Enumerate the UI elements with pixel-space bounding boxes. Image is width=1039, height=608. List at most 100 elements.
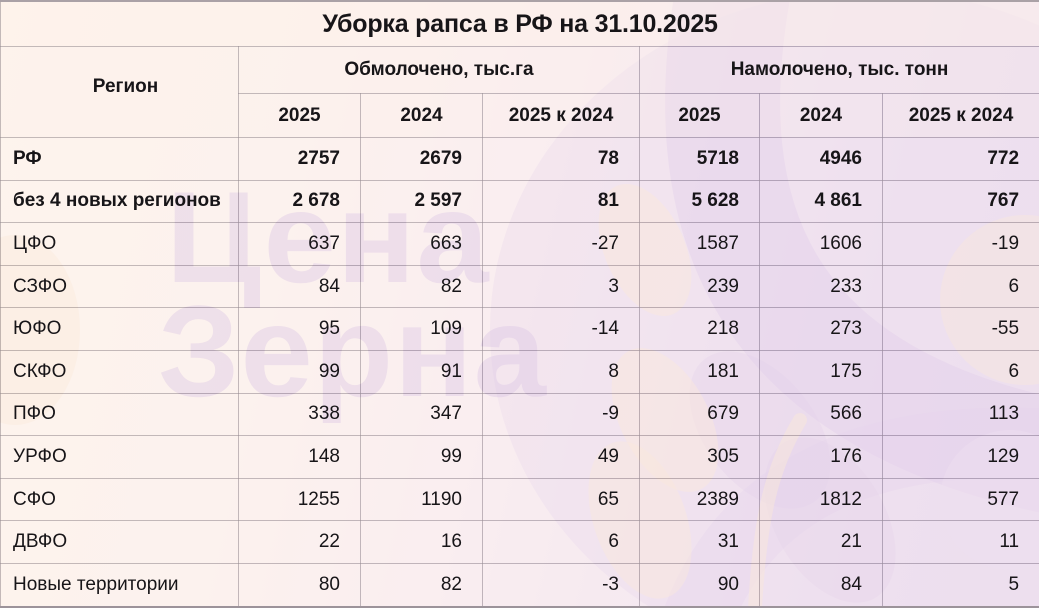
value-cell: 181 <box>639 349 760 394</box>
value-cell: 5 <box>881 562 1039 608</box>
region-cell: без 4 новых регионов <box>0 179 239 224</box>
value-cell: 6 <box>881 264 1039 309</box>
value-cell: 91 <box>360 349 483 394</box>
value-cell: 305 <box>639 435 760 479</box>
value-cell: 4946 <box>759 137 883 181</box>
region-cell: СФО <box>0 477 239 522</box>
value-cell: 16 <box>360 520 483 564</box>
value-cell: 2 678 <box>238 179 361 224</box>
value-cell: 338 <box>238 392 361 437</box>
value-cell: 78 <box>482 137 640 181</box>
value-cell: 129 <box>881 435 1039 479</box>
value-cell: 11 <box>881 520 1039 564</box>
year-header: 2025 <box>639 93 760 138</box>
value-cell: 22 <box>238 520 361 564</box>
year-header: 2025 к 2024 <box>881 93 1039 138</box>
value-cell: 577 <box>881 477 1039 522</box>
region-cell: СКФО <box>0 349 239 394</box>
value-cell: 90 <box>639 562 760 608</box>
region-cell: РФ <box>0 137 239 181</box>
group-header-grain-collected: Намолочено, тыс. тонн <box>638 46 1039 94</box>
value-cell: 2 597 <box>360 179 483 224</box>
value-cell: 2389 <box>639 477 760 522</box>
value-cell: 4 861 <box>759 179 883 224</box>
table-row: СФО 1255 1190 65 2389 1812 577 <box>0 477 1039 522</box>
value-cell: 218 <box>639 307 760 351</box>
value-cell: 99 <box>360 435 483 479</box>
value-cell: 3 <box>482 264 640 309</box>
value-cell: 109 <box>360 307 483 351</box>
year-header: 2024 <box>759 93 883 138</box>
year-header-row: 2025 2024 2025 к 2024 2025 2024 2025 к 2024 <box>1 93 1039 138</box>
title-row: Уборка рапса в РФ на 31.10.2025 <box>0 0 1039 47</box>
value-cell: 82 <box>360 562 483 608</box>
year-header: 2025 <box>238 93 361 138</box>
value-cell: -14 <box>482 307 640 351</box>
value-cell: 49 <box>482 435 640 479</box>
region-cell: СЗФО <box>0 264 239 309</box>
value-cell: 1255 <box>238 477 361 522</box>
value-cell: 8 <box>482 349 640 394</box>
value-cell: 99 <box>238 349 361 394</box>
value-cell: 1190 <box>360 477 483 522</box>
value-cell: 767 <box>881 179 1039 224</box>
region-cell: ЦФО <box>0 222 239 266</box>
value-cell: 772 <box>881 137 1039 181</box>
value-cell: 663 <box>360 222 483 266</box>
value-cell: 347 <box>360 392 483 437</box>
table-row: СКФО 99 91 8 181 175 6 <box>0 349 1039 394</box>
group-header-threshed-area: Обмолочено, тыс.га <box>238 46 640 94</box>
value-cell: 1587 <box>639 222 760 266</box>
value-cell: 6 <box>881 349 1039 394</box>
value-cell: 80 <box>238 562 361 608</box>
value-cell: 113 <box>881 392 1039 437</box>
group-header-row: Регион Обмолочено, тыс.га Намолочено, ты… <box>0 46 1039 138</box>
value-cell: 637 <box>238 222 361 266</box>
value-cell: 65 <box>482 477 640 522</box>
value-cell: -9 <box>482 392 640 437</box>
value-cell: 84 <box>759 562 883 608</box>
value-cell: 31 <box>639 520 760 564</box>
value-cell: 679 <box>639 392 760 437</box>
value-cell: 82 <box>360 264 483 309</box>
value-cell: 1812 <box>759 477 883 522</box>
region-column-header: Регион <box>0 46 239 138</box>
value-cell: 5718 <box>639 137 760 181</box>
value-cell: -3 <box>482 562 640 608</box>
region-cell: ЮФО <box>0 307 239 351</box>
value-cell: -27 <box>482 222 640 266</box>
region-cell: ПФО <box>0 392 239 437</box>
value-cell: 273 <box>759 307 883 351</box>
table-title: Уборка рапса в РФ на 31.10.2025 <box>0 0 1039 47</box>
table-row: Новые территории 80 82 -3 90 84 5 <box>0 562 1039 608</box>
table-row: ЮФО 95 109 -14 218 273 -55 <box>0 307 1039 351</box>
value-cell: 84 <box>238 264 361 309</box>
value-cell: -55 <box>881 307 1039 351</box>
value-cell: 95 <box>238 307 361 351</box>
table-row: ДВФО 22 16 6 31 21 11 <box>0 520 1039 564</box>
value-cell: -19 <box>881 222 1039 266</box>
year-header: 2025 к 2024 <box>482 93 640 138</box>
region-cell: УРФО <box>0 435 239 479</box>
value-cell: 566 <box>759 392 883 437</box>
value-cell: 5 628 <box>639 179 760 224</box>
table-row: УРФО 148 99 49 305 176 129 <box>0 435 1039 479</box>
region-cell: ДВФО <box>0 520 239 564</box>
table-row: РФ 2757 2679 78 5718 4946 772 <box>0 137 1039 181</box>
table-row: без 4 новых регионов 2 678 2 597 81 5 628 4 8… <box>0 179 1039 224</box>
table-row: СЗФО 84 82 3 239 233 6 <box>0 264 1039 309</box>
value-cell: 175 <box>759 349 883 394</box>
table-row: ЦФО 637 663 -27 1587 1606 -19 <box>0 222 1039 266</box>
value-cell: 2757 <box>238 137 361 181</box>
year-header: 2024 <box>360 93 483 138</box>
value-cell: 6 <box>482 520 640 564</box>
value-cell: 2679 <box>360 137 483 181</box>
table-row: ПФО 338 347 -9 679 566 113 <box>0 392 1039 437</box>
value-cell: 239 <box>639 264 760 309</box>
value-cell: 21 <box>759 520 883 564</box>
region-cell: Новые территории <box>0 562 239 608</box>
value-cell: 81 <box>482 179 640 224</box>
value-cell: 233 <box>759 264 883 309</box>
